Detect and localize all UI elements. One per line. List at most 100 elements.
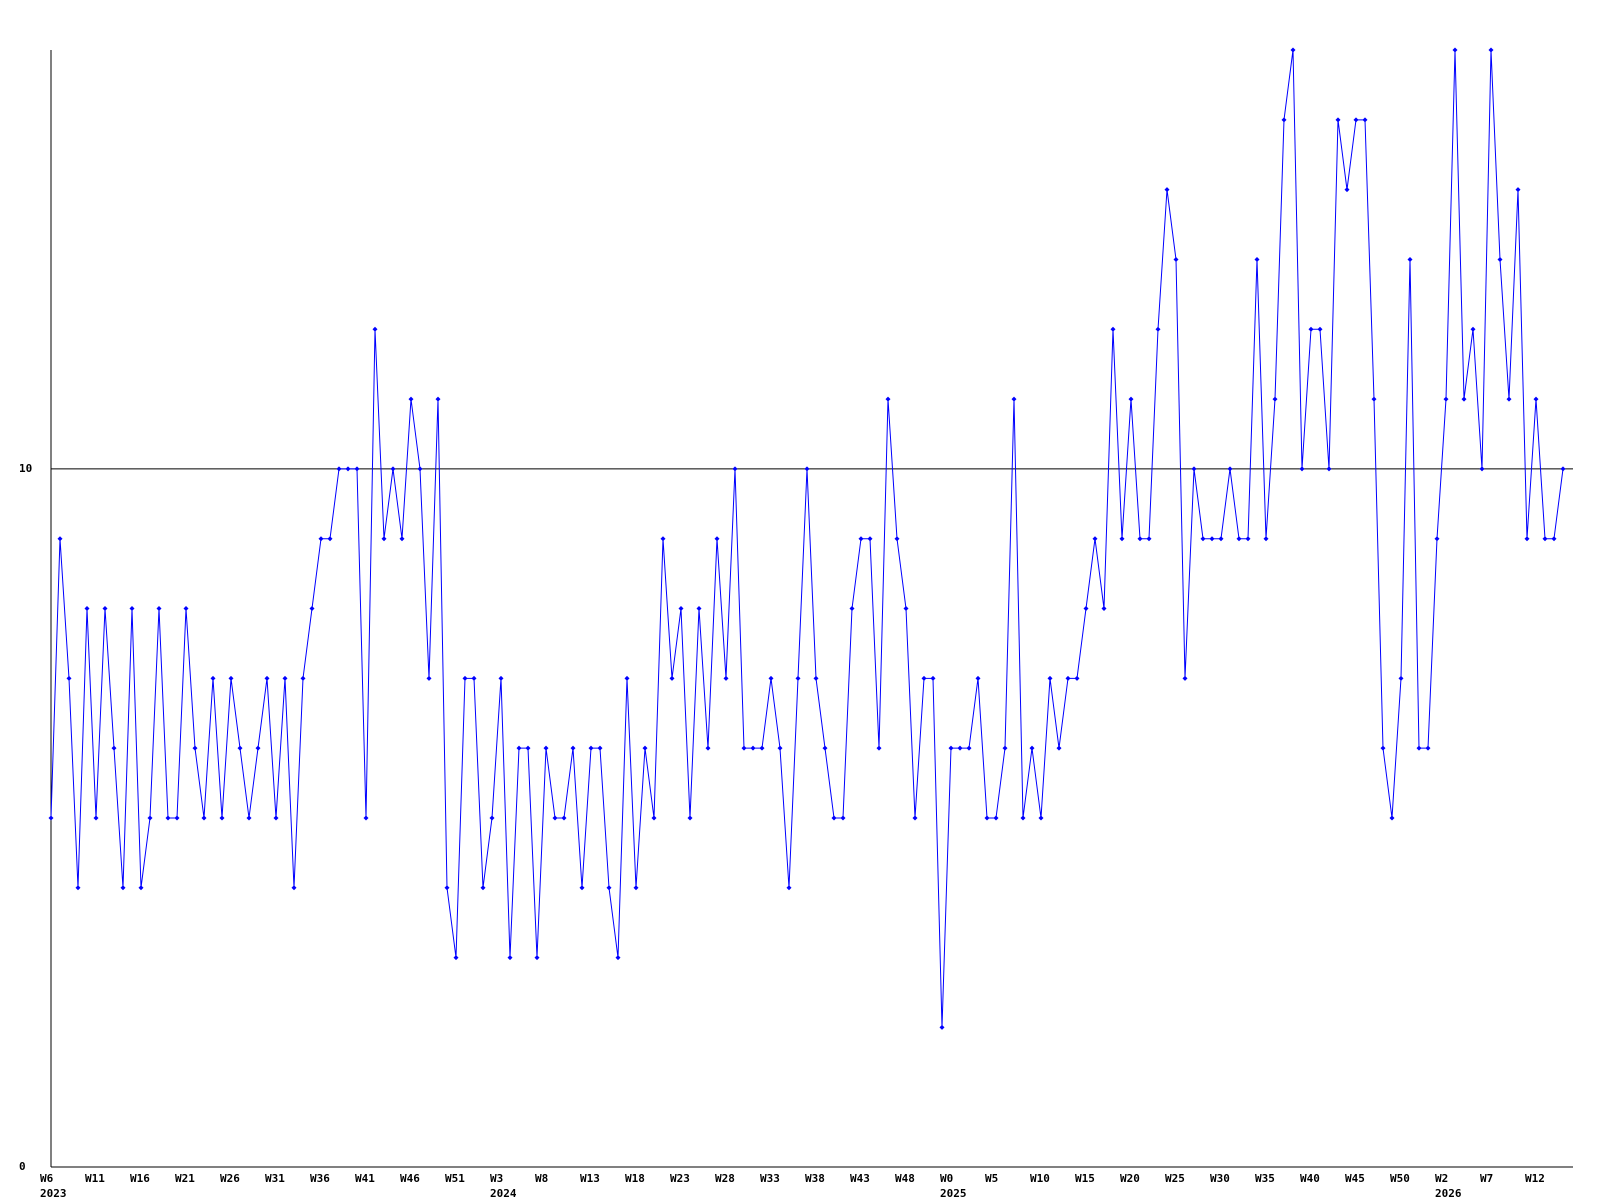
x-tick-label: W12 (1525, 1172, 1545, 1185)
point (777, 745, 783, 751)
series-line (50, 49, 1564, 1028)
x-tick-label: W51 (445, 1172, 465, 1185)
point (750, 745, 756, 751)
point (255, 745, 261, 751)
point (1551, 536, 1557, 542)
point (1236, 536, 1242, 542)
point (93, 815, 99, 821)
point (228, 675, 234, 681)
point (678, 606, 684, 611)
point (1020, 815, 1026, 821)
point (795, 675, 801, 681)
point (525, 745, 531, 751)
x-tick-label: W41 (355, 1172, 375, 1185)
x-tick-label: W38 (805, 1172, 825, 1185)
point (462, 675, 468, 681)
x-tick-label: W15 (1075, 1172, 1095, 1185)
point (894, 536, 900, 542)
point (1326, 466, 1332, 472)
point (354, 466, 360, 472)
point (1515, 187, 1521, 193)
point (1506, 396, 1512, 402)
x-tick-label: W30 (1210, 1172, 1230, 1185)
x-tick-label: W36 (310, 1172, 330, 1185)
x-tick-label: W25 (1165, 1172, 1185, 1185)
point (993, 815, 999, 821)
x-tick-label: W18 (625, 1172, 645, 1185)
point (192, 745, 198, 751)
y-tick-label: 10 (19, 462, 32, 475)
point (714, 536, 720, 542)
point (318, 536, 324, 542)
point (570, 745, 576, 751)
point (444, 885, 450, 891)
point (669, 675, 675, 681)
point (921, 675, 927, 681)
point (1380, 745, 1386, 751)
point (696, 606, 702, 611)
point (1299, 466, 1305, 472)
point (1164, 187, 1170, 193)
point (1353, 117, 1359, 123)
point (588, 745, 594, 751)
x-tick-label: W31 (265, 1172, 285, 1185)
point (1137, 536, 1143, 542)
x-tick-label: W16 (130, 1172, 150, 1185)
point (408, 396, 414, 402)
point (975, 675, 981, 681)
point (1479, 466, 1485, 472)
x-tick-label: W26 (220, 1172, 240, 1185)
point (822, 745, 828, 751)
x-tick-label: W8 (535, 1172, 548, 1185)
point (363, 815, 369, 821)
point (606, 885, 612, 891)
point (210, 675, 216, 681)
point (345, 466, 351, 472)
point (147, 815, 153, 821)
point (1524, 536, 1530, 542)
point (75, 885, 81, 891)
point (1245, 536, 1251, 542)
point (1200, 536, 1206, 542)
x-year-label: 2024 (490, 1187, 517, 1200)
point (1155, 326, 1161, 332)
point (903, 606, 909, 611)
x-tick-label: W10 (1030, 1172, 1050, 1185)
point (912, 815, 918, 821)
point (840, 815, 846, 821)
x-year-label: 2025 (940, 1187, 967, 1200)
x-tick-label: W3 (490, 1172, 503, 1185)
point (633, 885, 639, 891)
point (246, 815, 252, 821)
point (543, 745, 549, 751)
point (1362, 117, 1368, 123)
point (948, 745, 954, 751)
point (57, 536, 63, 542)
point (183, 606, 189, 611)
x-tick-label: W43 (850, 1172, 870, 1185)
point (966, 745, 972, 751)
x-tick-label: W40 (1300, 1172, 1320, 1185)
point (399, 536, 405, 542)
x-tick-label: W45 (1345, 1172, 1365, 1185)
point (1371, 396, 1377, 402)
point (1092, 536, 1098, 542)
point (1218, 536, 1224, 542)
point (768, 675, 774, 681)
point (102, 606, 108, 611)
point (309, 606, 315, 611)
point (426, 675, 432, 681)
point (282, 675, 288, 681)
point (1407, 256, 1413, 262)
point (1308, 326, 1314, 332)
point (624, 675, 630, 681)
point (336, 466, 342, 472)
point (327, 536, 333, 542)
point (1443, 396, 1449, 402)
x-tick-label: W0 (940, 1172, 953, 1185)
point (273, 815, 279, 821)
point (1074, 675, 1080, 681)
point (156, 606, 162, 611)
point (1281, 117, 1287, 123)
point (417, 466, 423, 472)
